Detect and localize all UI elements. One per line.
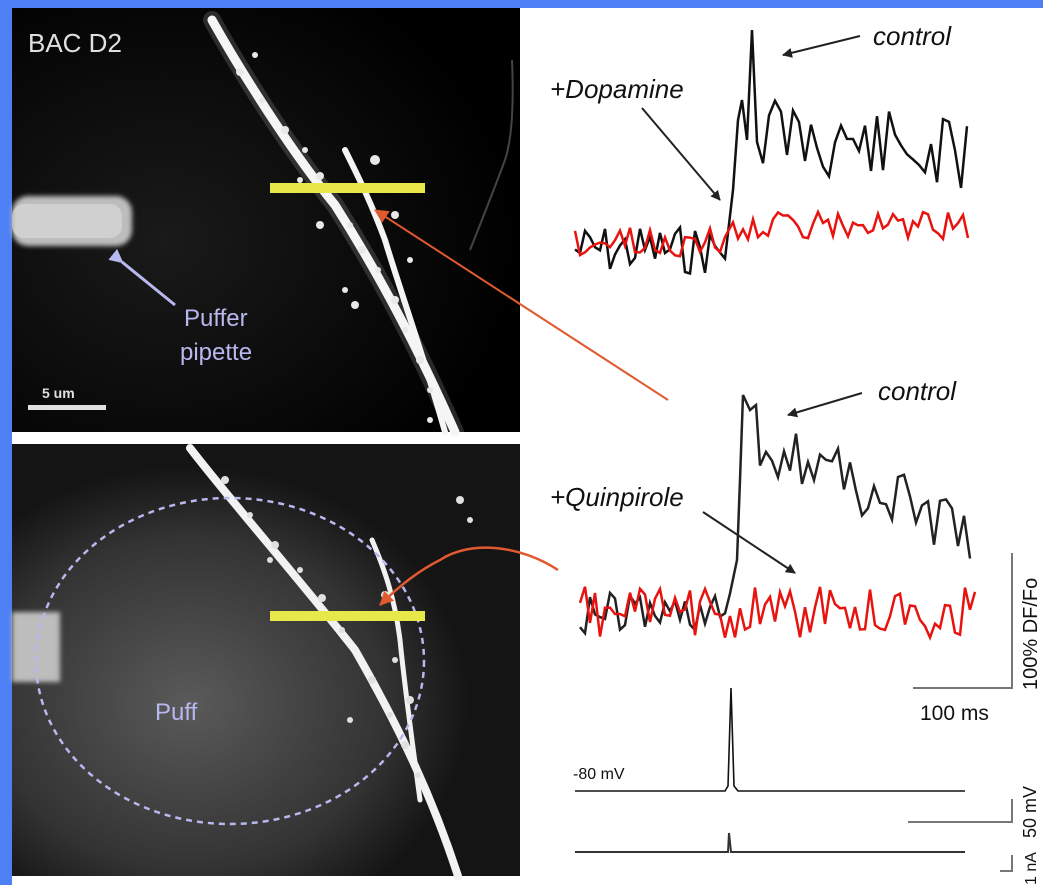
fluorescence-time-scale-bar: 100 ms 100% DF/Fo	[913, 553, 1042, 725]
fluorescence-scale-label: 100% DF/Fo	[1020, 578, 1042, 690]
scale-bar-label: 5 um	[42, 385, 75, 401]
border-top	[0, 0, 1043, 8]
control-trace-bottom	[579, 394, 972, 637]
puff-label: Puff	[155, 699, 198, 726]
current-trace-group: 1 nA	[575, 832, 1040, 885]
bottom-image-panel: Puff	[12, 444, 520, 880]
drug-arrow-top	[641, 107, 721, 201]
top-image-panel: BAC D2 Puffer pipette 5 um	[12, 8, 520, 441]
traces-top: control +Dopamine	[550, 21, 970, 276]
line-scan-top	[270, 183, 425, 193]
current-trace	[575, 832, 965, 853]
current-scale-bar	[1000, 855, 1013, 872]
scale-bar	[28, 405, 106, 410]
voltage-trace	[575, 687, 965, 792]
pointer-arrow-top	[374, 209, 669, 401]
pipette-arrow	[108, 249, 176, 307]
puff-region-circle	[34, 496, 426, 826]
quinpirole-trace-bottom	[578, 585, 977, 641]
control-trace-top	[574, 29, 969, 276]
control-label-bottom: control	[878, 376, 957, 406]
pipette-label-line1: Puffer	[184, 305, 248, 332]
control-arrow-top	[782, 35, 861, 58]
puffer-pipette	[12, 196, 132, 246]
dendrite-bottom	[186, 444, 462, 880]
drug-label-bottom: +Quinpirole	[550, 482, 684, 512]
spines-bottom	[221, 476, 473, 778]
dopamine-trace-top	[573, 208, 970, 258]
control-arrow-bottom	[787, 392, 863, 418]
voltage-scale-label: 50 mV	[1020, 786, 1040, 838]
pointer-arrow-bottom	[379, 546, 559, 606]
border-left	[0, 0, 12, 885]
holding-potential-label: -80 mV	[573, 766, 625, 783]
pipette-label-line2: pipette	[180, 339, 252, 366]
traces-bottom: control +Quinpirole	[550, 376, 977, 641]
voltage-scale-bar	[908, 799, 1013, 823]
current-scale-label: 1 nA	[1023, 852, 1040, 885]
control-label-top: control	[873, 21, 952, 51]
time-scale-label: 100 ms	[920, 702, 989, 725]
line-scan-bottom	[270, 611, 425, 621]
drug-arrow-bottom	[702, 511, 796, 574]
panel-label: BAC D2	[28, 28, 122, 58]
spines-top	[236, 52, 433, 423]
drug-label-top: +Dopamine	[550, 74, 684, 104]
voltage-trace-group: -80 mV 50 mV	[573, 687, 1040, 838]
